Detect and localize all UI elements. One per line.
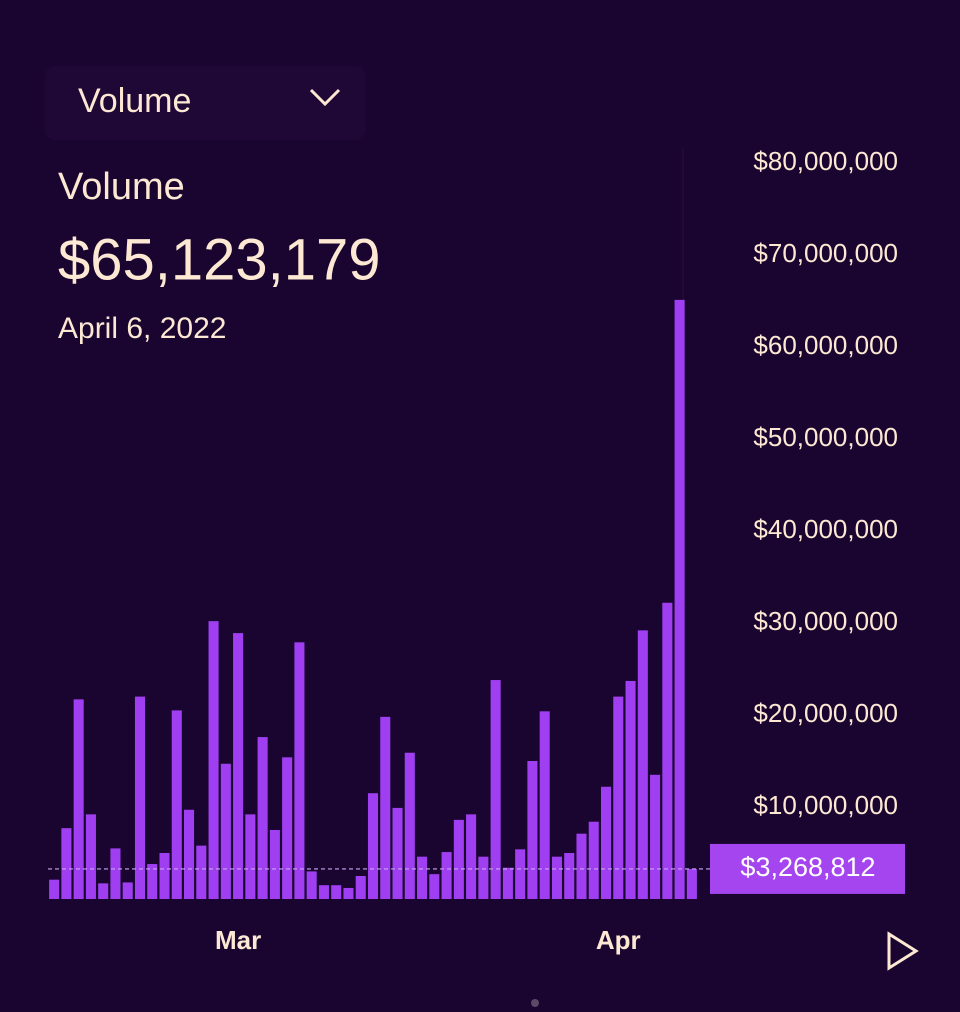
y-tick-label: $20,000,000 (753, 698, 898, 728)
bar (466, 814, 477, 899)
bar (208, 621, 219, 899)
bar (515, 849, 526, 899)
bar (220, 763, 231, 899)
bar (245, 814, 256, 899)
bar (551, 856, 562, 899)
x-tick-label: Apr (596, 925, 641, 955)
bar (564, 853, 575, 899)
bar (49, 879, 60, 899)
bar (380, 716, 391, 899)
bar (637, 630, 648, 899)
bar (613, 696, 624, 899)
bar (85, 814, 96, 899)
dropdown[interactable] (45, 66, 365, 140)
play-button[interactable] (887, 931, 919, 971)
y-tick-label: $80,000,000 (753, 146, 898, 176)
bar (61, 828, 72, 899)
bar (233, 633, 244, 899)
bar (686, 868, 697, 899)
chevron (309, 88, 341, 107)
bar (355, 876, 366, 899)
page-dot (531, 999, 539, 1007)
bar (331, 885, 342, 899)
y-tick-label: $30,000,000 (753, 606, 898, 636)
bar (171, 710, 182, 899)
bar (453, 819, 464, 899)
bar (196, 845, 207, 899)
bar (257, 737, 268, 899)
headline-value: $65,123,179 (58, 227, 381, 292)
bar (110, 848, 121, 899)
y-tick-label: $10,000,000 (753, 790, 898, 820)
bar (294, 642, 305, 899)
bar (588, 821, 599, 899)
bar (306, 871, 317, 899)
y-tick-label: $60,000,000 (753, 330, 898, 360)
bar (392, 807, 403, 899)
bar (417, 856, 428, 899)
bar (269, 830, 280, 899)
bar (527, 761, 538, 899)
bar (441, 852, 452, 899)
bar (318, 885, 329, 899)
chart-title: Volume (58, 166, 185, 208)
reference-tag (710, 843, 905, 894)
bar (674, 299, 685, 899)
bar (147, 864, 158, 899)
bar (625, 680, 636, 899)
y-tick-label: $70,000,000 (753, 238, 898, 268)
x-tick-label: Mar (215, 925, 261, 955)
bar (490, 680, 501, 899)
bar (98, 883, 109, 899)
bar (600, 786, 612, 899)
bar (502, 867, 513, 899)
y-tick-label: $40,000,000 (753, 514, 898, 544)
bar (343, 887, 354, 899)
reference-label: $3,268,812 (740, 852, 875, 882)
bar (539, 711, 550, 899)
bar (282, 757, 293, 899)
dropdown-label: Volume (78, 82, 191, 120)
bar (184, 809, 195, 899)
bar (576, 833, 587, 899)
bar (159, 853, 170, 899)
bar (134, 696, 146, 899)
bar (662, 602, 673, 899)
bar (367, 793, 379, 899)
bar (650, 774, 661, 899)
bar (122, 882, 133, 899)
y-tick-label: $50,000,000 (753, 422, 898, 452)
bar (404, 752, 415, 899)
bar (429, 874, 440, 899)
bar (478, 856, 489, 899)
date-label: April 6, 2022 (58, 312, 226, 345)
bar (73, 699, 84, 899)
